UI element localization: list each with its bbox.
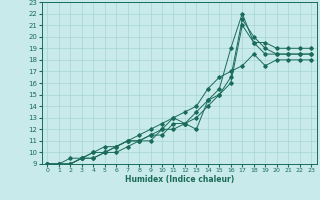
X-axis label: Humidex (Indice chaleur): Humidex (Indice chaleur)	[124, 175, 234, 184]
